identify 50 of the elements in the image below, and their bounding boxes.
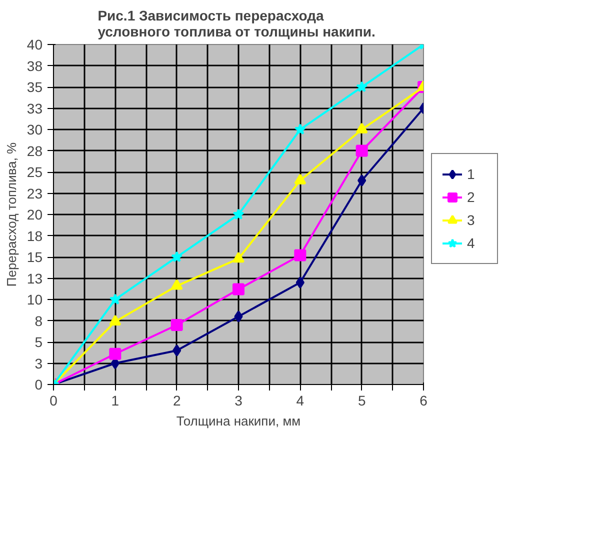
x-tick-label: 6 [420, 392, 428, 408]
y-axis-title: Перерасход топлива, % [4, 142, 19, 287]
y-tick-label: 20 [26, 206, 43, 222]
y-tick-label: 35 [26, 79, 43, 95]
point [358, 174, 366, 186]
point [356, 144, 368, 157]
point [232, 208, 244, 220]
x-axis-title: Толщина накипи, мм [176, 414, 301, 428]
point [109, 348, 122, 360]
point [109, 294, 121, 305]
x-tick-label: 4 [296, 392, 304, 408]
x-tick-label: 1 [111, 392, 120, 408]
point [170, 319, 183, 331]
chart-title: Рис.1 Зависимость перерасхода условного топлива от толщины накипи. [98, 8, 376, 40]
y-tick-label: 28 [26, 142, 43, 159]
y-tick-label: 38 [26, 58, 43, 74]
point [170, 279, 183, 290]
x-tick-label: 5 [358, 392, 366, 408]
legend-label: 4 [467, 235, 476, 251]
y-tick-label: 33 [26, 100, 43, 116]
point [234, 310, 243, 322]
x-tick-label: 0 [50, 392, 58, 408]
y-tick-label: 8 [34, 312, 43, 329]
point [296, 276, 304, 288]
y-tick-label: 10 [26, 292, 43, 308]
y-tick-label: 5 [34, 334, 43, 350]
point [294, 174, 306, 184]
point [172, 344, 182, 356]
y-tick-label: 15 [26, 249, 43, 265]
y-tick-label: 13 [26, 270, 43, 286]
y-tick-label: 25 [26, 164, 43, 180]
point [109, 314, 122, 326]
point [294, 124, 306, 135]
point [232, 252, 244, 263]
y-tick-label: 23 [26, 185, 43, 202]
point [294, 249, 306, 262]
legend-label: 1 [467, 166, 476, 182]
legend-label: 2 [467, 189, 476, 205]
point [232, 283, 244, 296]
y-tick-label: 0 [34, 376, 43, 392]
x-tick-label: 3 [234, 392, 243, 408]
point [171, 251, 183, 262]
x-tick-label: 2 [172, 392, 181, 408]
legend-label: 3 [467, 212, 476, 228]
y-tick-label: 40 [26, 36, 43, 52]
y-tick-label: 18 [26, 228, 43, 244]
point [356, 81, 368, 92]
point [356, 122, 368, 134]
y-tick-label: 30 [26, 122, 43, 138]
y-tick-label: 3 [34, 355, 43, 372]
